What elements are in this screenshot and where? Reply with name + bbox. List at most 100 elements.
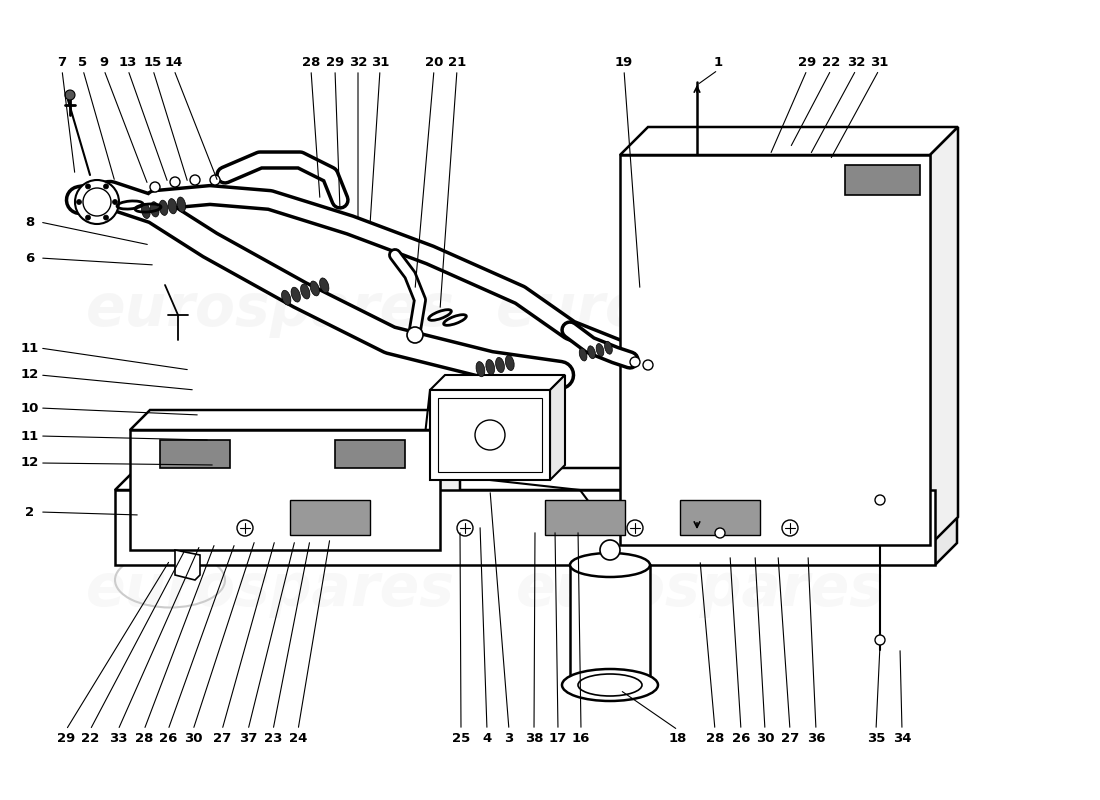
Polygon shape [130, 410, 460, 430]
Ellipse shape [168, 198, 177, 214]
Ellipse shape [142, 203, 151, 218]
Circle shape [600, 540, 620, 560]
Text: eurospares: eurospares [495, 282, 865, 338]
Ellipse shape [151, 202, 160, 217]
Text: 11: 11 [21, 342, 40, 354]
Text: 18: 18 [669, 731, 688, 745]
Text: 12: 12 [21, 369, 40, 382]
Text: 32: 32 [847, 55, 866, 69]
Text: 30: 30 [756, 731, 774, 745]
Circle shape [456, 520, 473, 536]
Bar [680, 500, 760, 535]
Ellipse shape [587, 346, 595, 358]
Circle shape [75, 180, 119, 224]
Circle shape [715, 528, 725, 538]
Text: 35: 35 [867, 731, 886, 745]
Text: 8: 8 [25, 215, 34, 229]
Text: eurospares: eurospares [86, 282, 454, 338]
Circle shape [782, 520, 797, 536]
Text: 7: 7 [57, 55, 67, 69]
Ellipse shape [177, 197, 186, 212]
Bar [130, 430, 440, 550]
Text: 2: 2 [25, 506, 34, 518]
Ellipse shape [282, 290, 290, 305]
Ellipse shape [596, 343, 604, 357]
Text: 30: 30 [184, 731, 202, 745]
Circle shape [170, 177, 180, 187]
Ellipse shape [292, 287, 300, 302]
Polygon shape [430, 375, 565, 390]
Ellipse shape [486, 359, 495, 374]
Circle shape [630, 357, 640, 367]
Circle shape [150, 182, 160, 192]
Text: 29: 29 [798, 55, 816, 69]
Text: 19: 19 [615, 55, 634, 69]
Circle shape [236, 520, 253, 536]
Text: 31: 31 [870, 55, 888, 69]
Bar [160, 440, 230, 468]
Text: 17: 17 [549, 731, 568, 745]
Circle shape [86, 184, 90, 189]
Polygon shape [550, 375, 565, 480]
Circle shape [407, 327, 424, 343]
Text: 34: 34 [893, 731, 911, 745]
Text: 31: 31 [371, 55, 389, 69]
Text: 26: 26 [158, 731, 177, 745]
Text: 24: 24 [289, 731, 307, 745]
Bar [570, 565, 650, 685]
Circle shape [77, 199, 81, 205]
Ellipse shape [160, 200, 168, 215]
Text: 28: 28 [301, 55, 320, 69]
Text: 9: 9 [99, 55, 109, 69]
Circle shape [86, 215, 90, 220]
Text: eurospares: eurospares [516, 562, 884, 618]
Text: 36: 36 [806, 731, 825, 745]
Polygon shape [175, 550, 200, 580]
Text: 11: 11 [21, 430, 40, 442]
Circle shape [210, 175, 220, 185]
Polygon shape [440, 410, 460, 550]
Text: 32: 32 [349, 55, 367, 69]
Text: eurospares: eurospares [86, 562, 454, 618]
Bar [845, 165, 920, 195]
Text: 33: 33 [109, 731, 128, 745]
Text: 14: 14 [165, 55, 184, 69]
Text: 37: 37 [239, 731, 257, 745]
Circle shape [65, 90, 75, 100]
Bar [336, 440, 405, 468]
Text: 23: 23 [264, 731, 283, 745]
Text: 16: 16 [572, 731, 591, 745]
Circle shape [103, 215, 109, 220]
Text: 6: 6 [25, 251, 34, 265]
Text: 20: 20 [425, 55, 443, 69]
Text: 21: 21 [448, 55, 466, 69]
Text: 38: 38 [525, 731, 543, 745]
Ellipse shape [580, 348, 587, 361]
Polygon shape [620, 127, 958, 155]
Bar [620, 155, 930, 545]
Bar [544, 500, 625, 535]
Text: 28: 28 [135, 731, 153, 745]
Polygon shape [930, 127, 958, 545]
Text: 10: 10 [21, 402, 40, 414]
Polygon shape [116, 468, 957, 490]
Circle shape [112, 199, 118, 205]
Polygon shape [935, 468, 957, 565]
Bar [438, 398, 542, 472]
Text: 26: 26 [732, 731, 750, 745]
Circle shape [190, 175, 200, 185]
Text: 15: 15 [144, 55, 162, 69]
Ellipse shape [310, 281, 319, 296]
Ellipse shape [476, 362, 485, 377]
Text: 27: 27 [213, 731, 231, 745]
Ellipse shape [505, 355, 514, 370]
Bar [430, 390, 550, 480]
Circle shape [627, 520, 644, 536]
Circle shape [644, 360, 653, 370]
Ellipse shape [570, 553, 650, 577]
Circle shape [103, 184, 109, 189]
Text: 22: 22 [822, 55, 840, 69]
Text: 29: 29 [57, 731, 75, 745]
Circle shape [874, 635, 886, 645]
Text: 4: 4 [483, 731, 492, 745]
